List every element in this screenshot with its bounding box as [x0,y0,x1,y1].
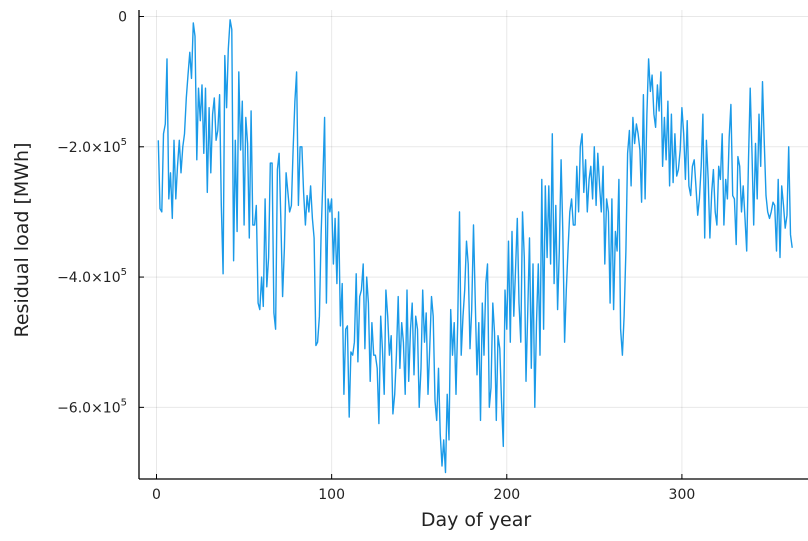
y-tick-label: −4.0×105 [57,267,127,286]
series-line [157,19,793,474]
series-layer [157,19,793,474]
x-axis-label: Day of year [421,509,531,531]
y-tick-label: 0 [118,10,127,26]
axes-layer [138,10,808,480]
x-tick-label: 0 [152,487,161,503]
y-axis-label: Residual load [MWh] [11,143,33,338]
y-tick-label: −2.0×105 [57,137,127,156]
x-tick-label: 200 [493,487,520,503]
x-tick-label: 100 [318,487,345,503]
x-ticks: 0 100 200 300 [152,474,695,503]
y-ticks: 0 −2.0×105 −4.0×105 −6.0×105 [57,10,144,416]
x-tick-label: 300 [669,487,696,503]
y-tick-label: −6.0×105 [57,397,127,416]
